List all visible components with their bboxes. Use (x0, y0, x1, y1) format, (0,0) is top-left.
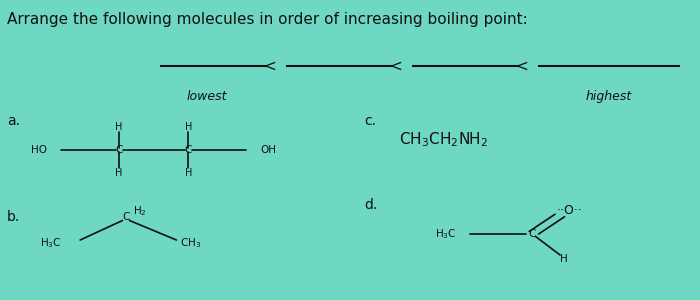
Text: HO: HO (32, 145, 48, 155)
Text: H: H (559, 254, 568, 265)
Text: a.: a. (7, 114, 20, 128)
Text: H: H (185, 122, 192, 133)
Text: C: C (528, 229, 536, 239)
Text: H$_2$: H$_2$ (133, 205, 147, 218)
Text: lowest: lowest (186, 90, 227, 103)
Text: H: H (116, 167, 122, 178)
Text: b.: b. (7, 210, 20, 224)
Text: c.: c. (364, 114, 376, 128)
Text: C: C (122, 212, 130, 223)
Text: H: H (185, 167, 192, 178)
Text: CH$_3$CH$_2$NH$_2$: CH$_3$CH$_2$NH$_2$ (399, 130, 488, 149)
Text: <: < (389, 58, 402, 74)
Text: H$_3$C: H$_3$C (41, 237, 62, 250)
Text: C: C (116, 145, 122, 155)
Text: OH: OH (260, 145, 276, 155)
Text: <: < (515, 58, 528, 74)
Text: C: C (185, 145, 192, 155)
Text: highest: highest (586, 90, 632, 103)
Text: H: H (116, 122, 122, 133)
Text: Arrange the following molecules in order of increasing boiling point:: Arrange the following molecules in order… (7, 12, 528, 27)
Text: ··O··: ··O·· (556, 203, 582, 217)
Text: H$_3$C: H$_3$C (435, 227, 456, 241)
Text: d.: d. (364, 198, 377, 212)
Text: <: < (263, 58, 276, 74)
Text: CH$_3$: CH$_3$ (180, 237, 201, 250)
